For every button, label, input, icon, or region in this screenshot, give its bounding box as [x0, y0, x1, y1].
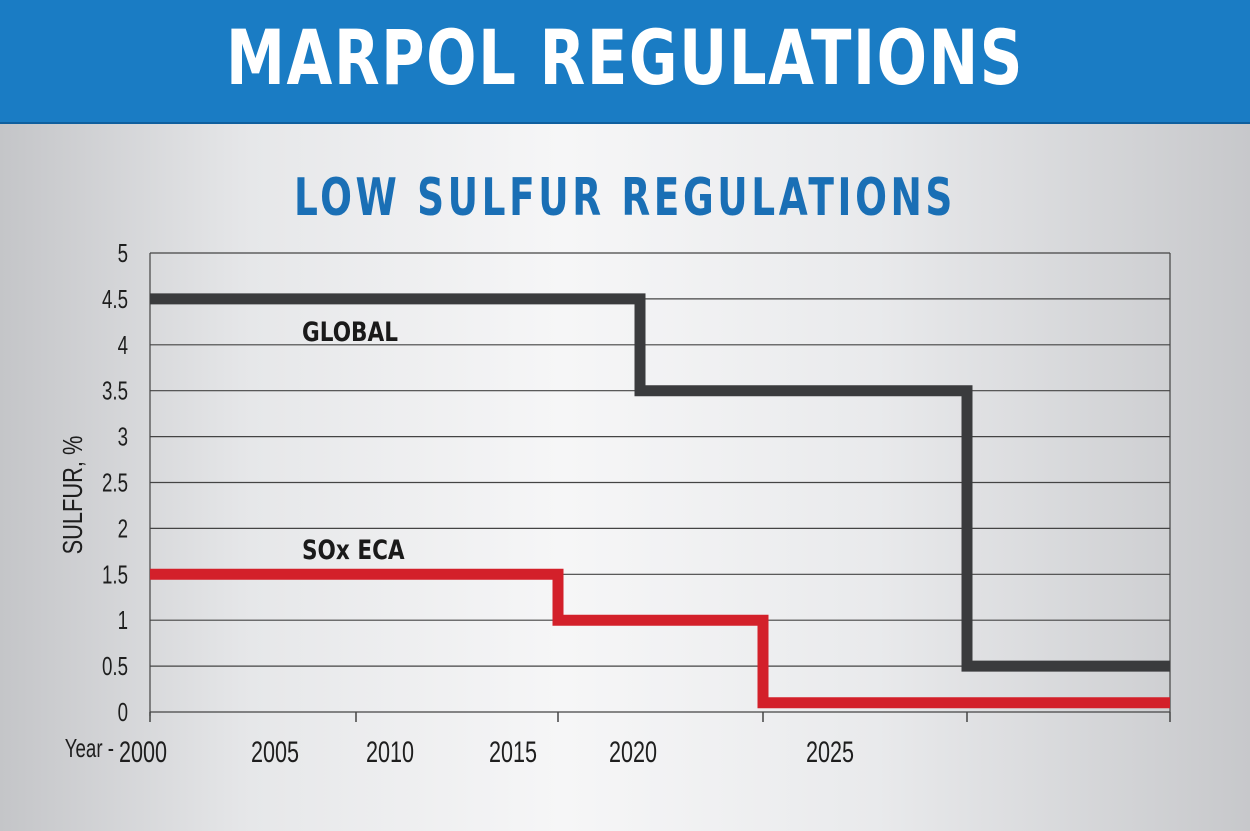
label-layer: GLOBAL SOx ECA	[302, 316, 405, 566]
y-tick-label: 1.5	[102, 559, 128, 589]
series-label: SOx ECA	[302, 534, 405, 566]
x-tick-label: 2015	[489, 734, 537, 768]
tick-layer: 0 0.5 1 1.5 2 2.5 3 3.5 4 4.5 5 2000 2005 2010 2015 202…	[65, 238, 1171, 769]
y-tick-label: 0	[118, 697, 128, 727]
y-tick-label: 2.5	[102, 467, 128, 497]
x-tick-label: 2010	[366, 734, 414, 768]
y-tick-label: 3	[118, 421, 128, 451]
chart-title: LOW SULFUR REGULATIONS	[293, 168, 956, 228]
x-tick-label: 2020	[609, 734, 657, 768]
y-tick-label: 3.5	[102, 376, 128, 406]
x-axis-prefix: Year -	[65, 733, 114, 763]
x-tick-label: 2000	[119, 734, 167, 768]
y-tick-label: 0.5	[102, 651, 128, 681]
y-tick-label: 2	[118, 513, 128, 543]
series-line-global	[150, 293, 1170, 672]
y-tick-label: 4	[118, 330, 128, 360]
title-banner: MARPOL REGULATIONS	[0, 0, 1250, 124]
series-layer	[149, 293, 1171, 709]
series-line-sox-eca	[150, 568, 1170, 709]
y-axis-label: SULFUR, %	[57, 436, 88, 555]
y-tick-label: 4.5	[102, 284, 128, 314]
y-tick-label: 5	[118, 238, 128, 268]
x-tick-label: 2005	[251, 734, 299, 768]
banner-title: MARPOL REGULATIONS	[225, 13, 1025, 102]
x-tick-label: 2025	[806, 734, 854, 768]
y-tick-label: 1	[118, 605, 128, 635]
series-label: GLOBAL	[302, 316, 398, 348]
